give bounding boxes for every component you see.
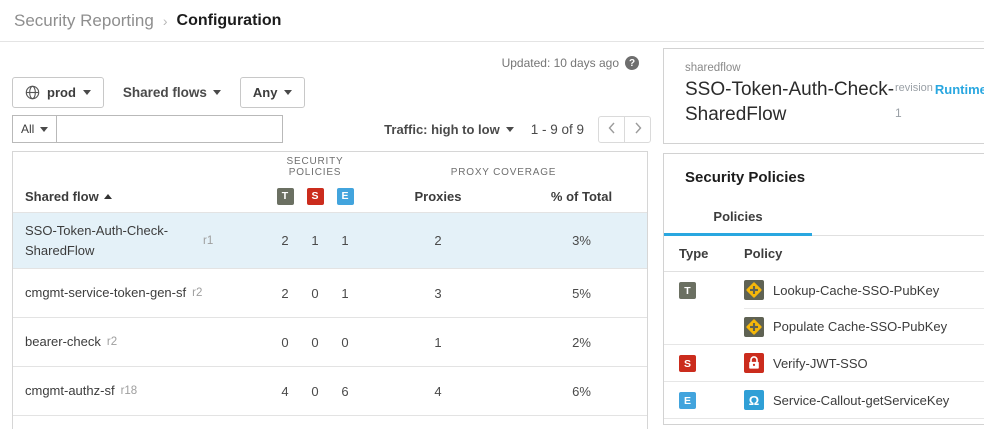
policy-list-item[interactable]: Ω Service-Callout-getServiceKey [744,382,984,418]
policy-list-item[interactable]: Populate Cache-SSO-PubKey [744,308,984,344]
shared-flow-name-cell: cmgmt-authz-sf r18 [25,383,138,399]
table-row[interactable]: SSO-Token-Auth-Check-SharedFlow r1 2 1 1… [13,212,647,268]
traffic-policy-badge-icon: T [679,282,696,300]
revision-value: 1 [895,105,902,120]
main-panel: Updated: 10 days ago ? prod Shared flows [0,42,663,429]
table-row[interactable]: cmgmt-authz-sf r18 4 0 6 4 6% [13,366,647,415]
table-column-header: Shared flow T S E Proxies % of Total [13,180,647,212]
policy-list-item[interactable]: Lookup-Cache-SSO-PubKey [744,272,984,308]
tab-policies[interactable]: Policies [664,201,812,237]
extension-policy-badge-icon: E [336,187,354,205]
scope-dropdown[interactable]: Shared flows [123,85,221,100]
column-header-pct-of-total: % of Total [550,188,613,204]
column-header-shared-flow[interactable]: Shared flow [13,189,270,204]
breadcrumb-separator-icon: › [162,12,168,29]
filter-row: prod Shared flows Any [12,77,663,108]
breadcrumb: Security Reporting › Configuration [0,0,984,42]
shared-flow-name-cell: bearer-check r2 [25,334,118,350]
extension-policy-badge-icon: E [679,392,696,410]
search-input[interactable] [56,115,284,143]
detail-header-card: sharedflow SSO-Token-Auth-Check-SharedFl… [663,48,984,145]
revision-label: r2 [192,287,203,299]
shared-flow-name-cell: cmgmt-service-token-gen-sf r2 [25,285,203,301]
updated-row: Updated: 10 days ago ? [0,54,639,72]
shared-flows-table: SECURITY POLICIES PROXY COVERAGE Shared … [12,151,648,429]
traffic-sort-dropdown[interactable]: Traffic: high to low [384,122,514,137]
scope-value: Shared flows [122,85,207,100]
table-group-header: SECURITY POLICIES PROXY COVERAGE [13,152,647,180]
lock-icon [744,353,764,374]
search-row: All Traffic: high to low 1 - 9 of 9 [12,115,651,143]
column-header-type: Type [679,246,709,262]
revision-label: r18 [120,385,138,397]
security-policies-card: Security Policies Policies Type Policy T [663,153,984,426]
chevron-down-icon [82,90,91,95]
tab-bar: Policies [664,201,984,237]
sort-ascending-icon [103,193,112,199]
detail-panel: sharedflow SSO-Token-Auth-Check-SharedFl… [663,42,984,429]
detail-kind-label: sharedflow [685,62,741,74]
pagination [598,115,651,143]
updated-label: Updated: 10 days ago [501,56,619,70]
section-title: Security Policies [685,169,806,187]
pagination-range: 1 - 9 of 9 [530,121,584,137]
traffic-policy-badge-icon: T [276,187,294,205]
callout-icon: Ω [744,390,764,411]
column-header-policy: Policy [744,246,783,262]
content: Updated: 10 days ago ? prod Shared flows [0,42,984,429]
revision-label: revision [895,82,933,94]
previous-page-button[interactable] [598,115,625,143]
cache-icon [744,316,764,337]
detail-title: SSO-Token-Auth-Check-SharedFlow [685,79,895,126]
chevron-down-icon [212,90,221,95]
environment-value: prod [47,85,76,100]
search-field-value: All [21,122,35,136]
chevron-right-icon [634,122,642,137]
revision-label: r1 [203,234,214,247]
help-icon[interactable]: ? [625,56,639,70]
group-header-security-policies: SECURITY POLICIES [286,156,344,178]
group-header-proxy-coverage: PROXY COVERAGE [450,167,557,178]
cache-icon [744,280,764,301]
shared-flow-name-cell: SSO-Token-Auth-Check-SharedFlow r1 [25,223,214,258]
revision-meta: revision Runtime 1 [895,77,984,127]
chevron-left-icon [608,122,616,137]
next-page-button[interactable] [624,115,651,143]
table-row[interactable]: cmgmt-service-token-gen-sf r2 2 0 1 3 5% [13,268,647,317]
policies-column-header: Type Policy [664,236,984,273]
globe-icon [25,85,40,100]
search-field-dropdown[interactable]: All [12,115,58,143]
breadcrumb-parent[interactable]: Security Reporting [14,10,154,30]
table-row[interactable]: bearer-check r2 0 0 0 1 2% [13,317,647,366]
security-policy-badge-icon: S [679,355,696,373]
policy-group-security: S Verify-JWT-SSO [664,345,984,383]
runtime-link[interactable]: Runtime [934,82,984,97]
any-dropdown[interactable]: Any [239,77,306,108]
chevron-down-icon [40,126,49,132]
any-value: Any [252,85,278,100]
table-row-partial [13,415,647,429]
page-title: Configuration [176,11,282,29]
security-policy-badge-icon: S [306,187,324,205]
environment-dropdown[interactable]: prod [12,77,104,108]
column-header-proxies: Proxies [414,188,462,204]
traffic-sort-value: Traffic: high to low [384,121,500,137]
policy-group-extension: E Ω Service-Callout-getServiceKey [664,382,984,420]
chevron-down-icon [284,90,293,95]
policy-list-item[interactable]: Verify-JWT-SSO [744,345,984,381]
chevron-down-icon [505,126,514,132]
revision-label: r2 [106,336,118,348]
policy-group-traffic: T Lookup-Cache-SSO-PubKey [664,272,984,346]
